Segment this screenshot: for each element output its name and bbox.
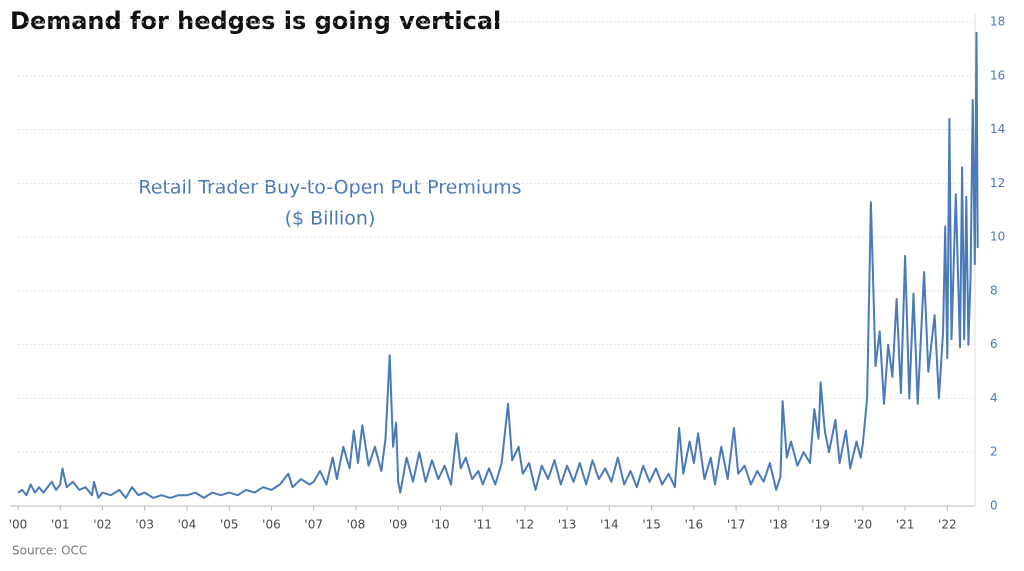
- x-tick-label: '01: [51, 518, 70, 532]
- x-tick-label: '00: [9, 518, 28, 532]
- x-tick-label: '06: [262, 518, 281, 532]
- y-tick-label: 18: [990, 15, 1005, 29]
- x-tick-label: '10: [431, 518, 450, 532]
- y-tick-label: 8: [990, 283, 998, 297]
- y-tick-label: 0: [990, 499, 998, 513]
- y-tick-label: 2: [990, 445, 998, 459]
- y-tick-label: 16: [990, 68, 1005, 82]
- x-tick-label: '02: [93, 518, 112, 532]
- y-tick-label: 6: [990, 337, 998, 351]
- x-tick-label: '03: [135, 518, 154, 532]
- y-tick-label: 12: [990, 176, 1005, 190]
- x-tick-label: '16: [685, 518, 704, 532]
- x-tick-label: '19: [811, 518, 830, 532]
- y-tick-label: 10: [990, 230, 1005, 244]
- annotation: Retail Trader Buy-to-Open Put Premiums: [138, 177, 521, 199]
- x-tick-label: '13: [558, 518, 577, 532]
- x-tick-label: '08: [347, 518, 366, 532]
- x-tick-label: '12: [516, 518, 535, 532]
- y-tick-label: 14: [990, 122, 1005, 136]
- x-tick-label: '04: [178, 518, 197, 532]
- x-tick-label: '14: [600, 518, 619, 532]
- x-tick-label: '18: [769, 518, 788, 532]
- x-tick-label: '05: [220, 518, 239, 532]
- x-tick-label: '21: [896, 518, 915, 532]
- x-tick-label: '07: [304, 518, 323, 532]
- chart-title: Demand for hedges is going vertical: [10, 7, 501, 35]
- series-line: [17, 31, 979, 499]
- y-tick-label: 4: [990, 391, 998, 405]
- x-tick-label: '17: [727, 518, 746, 532]
- x-tick-label: '22: [938, 518, 957, 532]
- x-tick-label: '11: [473, 518, 492, 532]
- annotation: ($ Billion): [285, 208, 376, 230]
- x-tick-label: '15: [642, 518, 661, 532]
- x-tick-label: '20: [854, 518, 873, 532]
- x-tick-label: '09: [389, 518, 408, 532]
- source: Source: OCC: [12, 544, 87, 558]
